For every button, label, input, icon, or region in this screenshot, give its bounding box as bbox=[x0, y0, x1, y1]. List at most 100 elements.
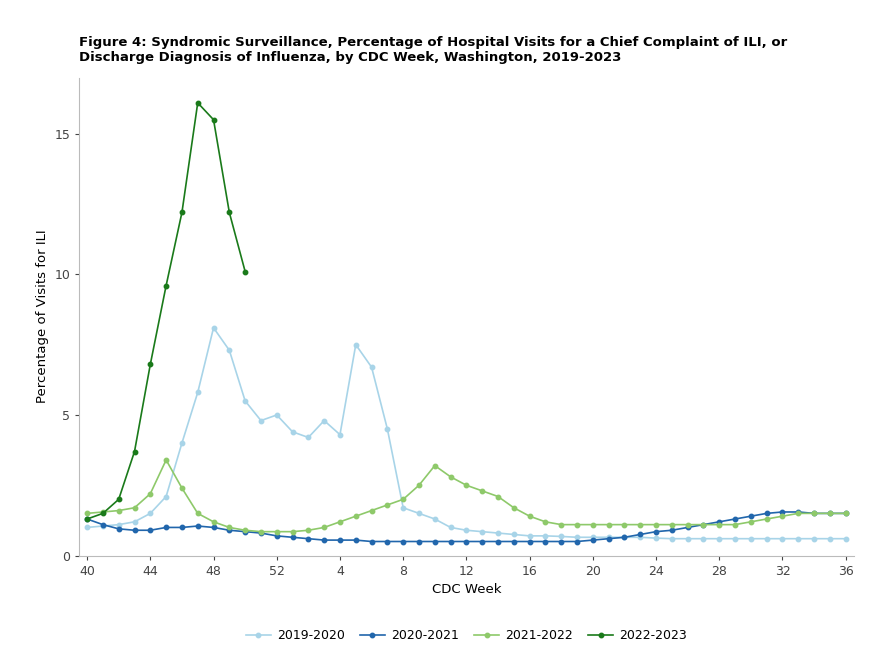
2021-2022 bbox=[256, 528, 267, 536]
2021-2022 bbox=[319, 523, 329, 531]
2019-2020 bbox=[98, 522, 108, 530]
2019-2020 bbox=[461, 526, 472, 534]
2021-2022 bbox=[209, 518, 219, 526]
2020-2021 bbox=[793, 508, 803, 516]
2019-2020 bbox=[556, 532, 567, 540]
2020-2021 bbox=[604, 535, 614, 543]
2020-2021 bbox=[161, 523, 172, 531]
2020-2021 bbox=[82, 515, 92, 523]
2019-2020 bbox=[651, 534, 662, 542]
2021-2022 bbox=[398, 495, 408, 503]
2021-2022 bbox=[777, 512, 788, 520]
2020-2021 bbox=[840, 510, 851, 517]
2020-2021 bbox=[224, 526, 235, 534]
2021-2022 bbox=[840, 510, 851, 517]
2020-2021 bbox=[414, 537, 424, 545]
2021-2022 bbox=[429, 462, 440, 470]
2020-2021 bbox=[382, 537, 392, 545]
2019-2020 bbox=[350, 341, 361, 349]
2019-2020 bbox=[114, 521, 124, 528]
2019-2020 bbox=[161, 493, 172, 501]
2020-2021 bbox=[114, 525, 124, 533]
2019-2020 bbox=[271, 411, 282, 419]
2020-2021 bbox=[177, 523, 187, 531]
2019-2020 bbox=[620, 534, 630, 541]
2020-2021 bbox=[809, 510, 819, 517]
2019-2020 bbox=[382, 425, 392, 433]
2020-2021 bbox=[429, 537, 440, 545]
Legend: 2019-2020, 2020-2021, 2021-2022, 2022-2023: 2019-2020, 2020-2021, 2021-2022, 2022-20… bbox=[241, 624, 692, 646]
2021-2022 bbox=[334, 518, 345, 526]
2021-2022 bbox=[414, 481, 424, 489]
2019-2020 bbox=[714, 535, 724, 543]
2019-2020 bbox=[730, 535, 740, 543]
2019-2020 bbox=[398, 504, 408, 512]
2019-2020 bbox=[524, 532, 535, 540]
2019-2020 bbox=[287, 428, 297, 435]
2020-2021 bbox=[398, 537, 408, 545]
2019-2020 bbox=[145, 510, 156, 517]
2019-2020 bbox=[256, 417, 267, 424]
2021-2022 bbox=[524, 512, 535, 520]
Line: 2020-2021: 2020-2021 bbox=[84, 510, 848, 544]
2019-2020 bbox=[509, 530, 519, 538]
2020-2021 bbox=[761, 510, 772, 517]
2021-2022 bbox=[445, 473, 456, 481]
2021-2022 bbox=[714, 521, 724, 528]
2020-2021 bbox=[540, 537, 551, 545]
2019-2020 bbox=[82, 523, 92, 531]
2019-2020 bbox=[745, 535, 756, 543]
2020-2021 bbox=[730, 515, 740, 523]
2020-2021 bbox=[366, 537, 377, 545]
2020-2021 bbox=[287, 534, 297, 541]
2021-2022 bbox=[177, 484, 187, 492]
2020-2021 bbox=[350, 536, 361, 544]
2020-2021 bbox=[825, 510, 835, 517]
2021-2022 bbox=[698, 521, 708, 528]
2019-2020 bbox=[666, 535, 677, 543]
2021-2022 bbox=[572, 521, 583, 528]
2021-2022 bbox=[129, 504, 140, 512]
2019-2020 bbox=[540, 532, 551, 540]
2021-2022 bbox=[761, 515, 772, 523]
2022-2023 bbox=[129, 448, 140, 455]
2020-2021 bbox=[666, 526, 677, 534]
2020-2021 bbox=[745, 512, 756, 520]
2020-2021 bbox=[588, 536, 598, 544]
2021-2022 bbox=[161, 456, 172, 464]
2020-2021 bbox=[698, 521, 708, 528]
2021-2022 bbox=[224, 523, 235, 531]
2021-2022 bbox=[620, 521, 630, 528]
2021-2022 bbox=[145, 490, 156, 497]
2020-2021 bbox=[209, 523, 219, 531]
Text: Figure 4: Syndromic Surveillance, Percentage of Hospital Visits for a Chief Comp: Figure 4: Syndromic Surveillance, Percen… bbox=[79, 36, 788, 64]
2019-2020 bbox=[366, 363, 377, 371]
2020-2021 bbox=[651, 528, 662, 536]
2020-2021 bbox=[572, 537, 583, 545]
2021-2022 bbox=[651, 521, 662, 528]
2019-2020 bbox=[682, 535, 693, 543]
2019-2020 bbox=[240, 397, 251, 405]
2019-2020 bbox=[761, 535, 772, 543]
2021-2022 bbox=[98, 508, 108, 516]
2020-2021 bbox=[193, 522, 203, 530]
2019-2020 bbox=[477, 528, 488, 536]
2019-2020 bbox=[334, 431, 345, 439]
2020-2021 bbox=[256, 529, 267, 537]
2019-2020 bbox=[224, 346, 235, 354]
2019-2020 bbox=[588, 534, 598, 541]
2020-2021 bbox=[271, 532, 282, 540]
2022-2023 bbox=[161, 282, 172, 289]
2021-2022 bbox=[240, 526, 251, 534]
X-axis label: CDC Week: CDC Week bbox=[432, 583, 501, 596]
2021-2022 bbox=[588, 521, 598, 528]
2020-2021 bbox=[556, 537, 567, 545]
2022-2023 bbox=[177, 209, 187, 216]
2021-2022 bbox=[730, 521, 740, 528]
2021-2022 bbox=[193, 510, 203, 517]
2019-2020 bbox=[604, 534, 614, 541]
2020-2021 bbox=[524, 537, 535, 545]
2020-2021 bbox=[777, 508, 788, 516]
2020-2021 bbox=[240, 528, 251, 536]
2019-2020 bbox=[414, 510, 424, 517]
